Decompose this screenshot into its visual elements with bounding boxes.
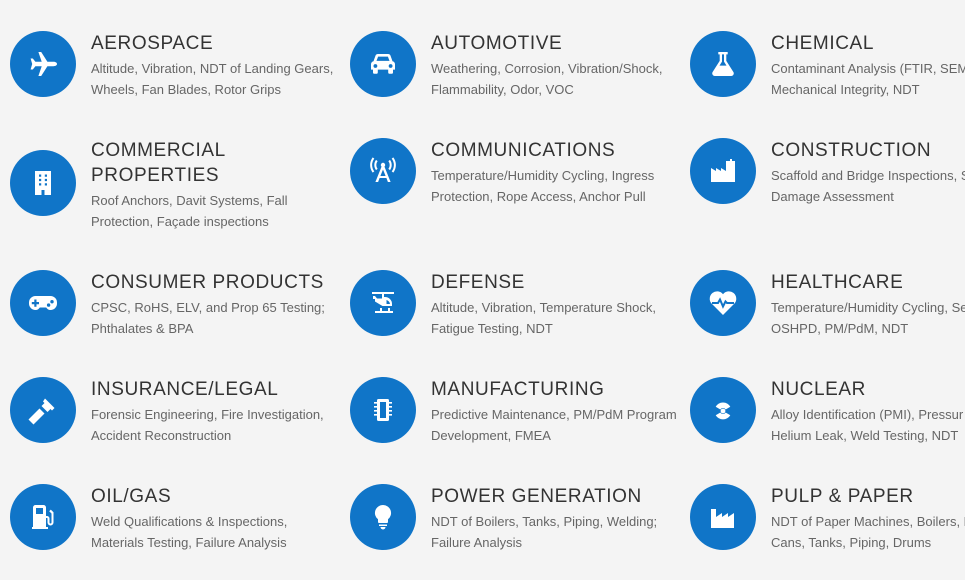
heartbeat-icon — [690, 270, 756, 336]
industry-title: COMMERCIAL PROPERTIES — [91, 140, 226, 186]
industry-desc: Scaffold and Bridge Inspections, S — [771, 168, 965, 183]
lightbulb-icon — [350, 484, 416, 550]
industry-desc-line2: Helium Leak, Weld Testing, NDT — [771, 428, 959, 443]
industry-pulp-paper[interactable]: PULP & PAPER NDT of Paper Machines, Boil… — [680, 484, 965, 564]
industry-title: AUTOMOTIVE — [431, 33, 563, 54]
industry-title: AEROSPACE — [91, 33, 214, 54]
airplane-icon — [10, 31, 76, 97]
industry-desc: Contaminant Analysis (FTIR, SEM — [771, 61, 965, 76]
industry-title: PULP & PAPER — [771, 486, 914, 507]
industry-desc: Predictive Maintenance, PM/PdM Program D… — [431, 407, 677, 443]
industry-desc: Temperature/Humidity Cycling, Ingress Pr… — [431, 168, 655, 204]
industry-desc: Forensic Engineering, Fire Investigation… — [91, 407, 324, 443]
gavel-icon — [10, 377, 76, 443]
industry-desc-line2: Mechanical Integrity, NDT — [771, 82, 920, 97]
industry-title: OIL/GAS — [91, 486, 172, 507]
flask-icon — [690, 31, 756, 97]
industry-automotive[interactable]: AUTOMOTIVE Weathering, Corrosion, Vibrat… — [340, 31, 680, 111]
industry-title: INSURANCE/LEGAL — [91, 379, 279, 400]
factory-icon — [690, 484, 756, 550]
industry-desc: NDT of Boilers, Tanks, Piping, Welding; … — [431, 514, 658, 550]
industry-healthcare[interactable]: HEALTHCARE Temperature/Humidity Cycling,… — [680, 270, 965, 350]
industry-title: CONSTRUCTION — [771, 140, 932, 161]
industry-defense[interactable]: DEFENSE Altitude, Vibration, Temperature… — [340, 270, 680, 350]
industry-desc: Roof Anchors, Davit Systems, Fall Protec… — [91, 193, 288, 229]
industry-desc: NDT of Paper Machines, Boilers, E — [771, 514, 965, 529]
building-icon — [10, 150, 76, 216]
industry-desc-line2: Damage Assessment — [771, 189, 894, 204]
industry-desc: Altitude, Vibration, Temperature Shock, … — [431, 300, 656, 336]
industry-manufacturing[interactable]: MANUFACTURING Predictive Maintenance, PM… — [340, 377, 680, 457]
industry-title: MANUFACTURING — [431, 379, 605, 400]
antenna-icon — [350, 138, 416, 204]
industry-icon — [690, 138, 756, 204]
industry-oil-gas[interactable]: OIL/GAS Weld Qualifications & Inspection… — [0, 484, 340, 564]
industry-title: NUCLEAR — [771, 379, 866, 400]
car-icon — [350, 31, 416, 97]
industry-title: COMMUNICATIONS — [431, 140, 616, 161]
gas-pump-icon — [10, 484, 76, 550]
industry-title: HEALTHCARE — [771, 272, 904, 293]
industry-nuclear[interactable]: NUCLEAR Alloy Identification (PMI), Pres… — [680, 377, 965, 457]
industry-insurance-legal[interactable]: INSURANCE/LEGAL Forensic Engineering, Fi… — [0, 377, 340, 457]
industry-communications[interactable]: COMMUNICATIONS Temperature/Humidity Cycl… — [340, 138, 680, 218]
industry-desc: Altitude, Vibration, NDT of Landing Gear… — [91, 61, 334, 97]
industry-desc: CPSC, RoHS, ELV, and Prop 65 Testing; Ph… — [91, 300, 325, 336]
industry-title: POWER GENERATION — [431, 486, 642, 507]
gamepad-icon — [10, 270, 76, 336]
industry-commercial-properties[interactable]: COMMERCIAL PROPERTIES Roof Anchors, Davi… — [0, 138, 340, 238]
industry-chemical[interactable]: CHEMICAL Contaminant Analysis (FTIR, SEM… — [680, 31, 965, 111]
industry-desc: Weld Qualifications & Inspections, Mater… — [91, 514, 288, 550]
industry-power-generation[interactable]: POWER GENERATION NDT of Boilers, Tanks, … — [340, 484, 680, 564]
industry-desc: Temperature/Humidity Cycling, Se — [771, 300, 965, 315]
industry-aerospace[interactable]: AEROSPACE Altitude, Vibration, NDT of La… — [0, 31, 340, 111]
chip-icon — [350, 377, 416, 443]
industry-desc: Alloy Identification (PMI), Pressur — [771, 407, 964, 422]
industry-title: DEFENSE — [431, 272, 525, 293]
industry-desc: Weathering, Corrosion, Vibration/Shock, … — [431, 61, 663, 97]
industry-consumer-products[interactable]: CONSUMER PRODUCTS CPSC, RoHS, ELV, and P… — [0, 270, 340, 350]
industry-title: CONSUMER PRODUCTS — [91, 272, 324, 293]
industry-construction[interactable]: CONSTRUCTION Scaffold and Bridge Inspect… — [680, 138, 965, 218]
helicopter-icon — [350, 270, 416, 336]
industry-title: CHEMICAL — [771, 33, 874, 54]
industry-desc-line2: OSHPD, PM/PdM, NDT — [771, 321, 909, 336]
radiation-icon — [690, 377, 756, 443]
industry-desc-line2: Cans, Tanks, Piping, Drums — [771, 535, 932, 550]
